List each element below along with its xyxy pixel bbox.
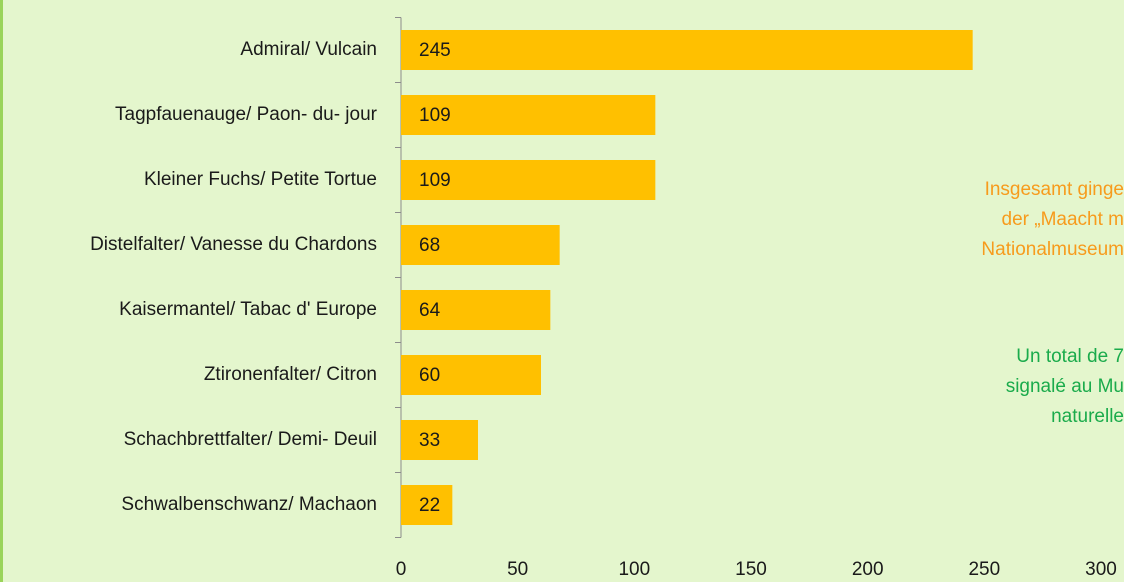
y-tick-label: Schachbrettfalter/ Demi- Deuil	[124, 429, 377, 450]
x-tick-label: 100	[618, 559, 650, 580]
annotation: Un total de 7	[1016, 346, 1124, 367]
annotation: Nationalmuseum	[981, 239, 1124, 260]
value-label: 22	[419, 495, 440, 516]
y-tick-label: Schwalbenschwanz/ Machaon	[121, 494, 377, 515]
bar	[401, 30, 973, 70]
chart: 0 50 100 150 200 250 300 Admiral/ Vulcain 245 Tag…	[0, 0, 1124, 582]
annotation: Insgesamt ginge	[985, 179, 1124, 200]
x-tick-label: 250	[968, 559, 1000, 580]
x-tick-label: 50	[507, 559, 528, 580]
y-tick-label: Kaisermantel/ Tabac d' Europe	[119, 299, 377, 320]
y-tick-label: Distelfalter/ Vanesse du Chardons	[90, 234, 377, 255]
value-label: 109	[419, 170, 451, 191]
y-tick-label: Tagpfauenauge/ Paon- du- jour	[115, 104, 378, 125]
annotation: naturelle	[1051, 406, 1124, 427]
value-label: 68	[419, 235, 440, 256]
x-tick-label: 150	[735, 559, 767, 580]
annotation: signalé au Mu	[1006, 376, 1124, 397]
x-tick-label: 200	[852, 559, 884, 580]
y-tick-label: Admiral/ Vulcain	[240, 39, 377, 60]
value-label: 109	[419, 105, 451, 126]
value-label: 60	[419, 365, 440, 386]
annotation: der „Maacht m	[1002, 209, 1124, 230]
value-label: 64	[419, 300, 441, 321]
left-border	[0, 0, 3, 582]
x-tick-label: 0	[396, 559, 407, 580]
x-tick-label: 300	[1085, 559, 1117, 580]
value-label: 33	[419, 430, 440, 451]
y-tick-label: Kleiner Fuchs/ Petite Tortue	[144, 169, 377, 190]
y-tick-label: Ztironenfalter/ Citron	[204, 364, 377, 385]
value-label: 245	[419, 40, 451, 61]
